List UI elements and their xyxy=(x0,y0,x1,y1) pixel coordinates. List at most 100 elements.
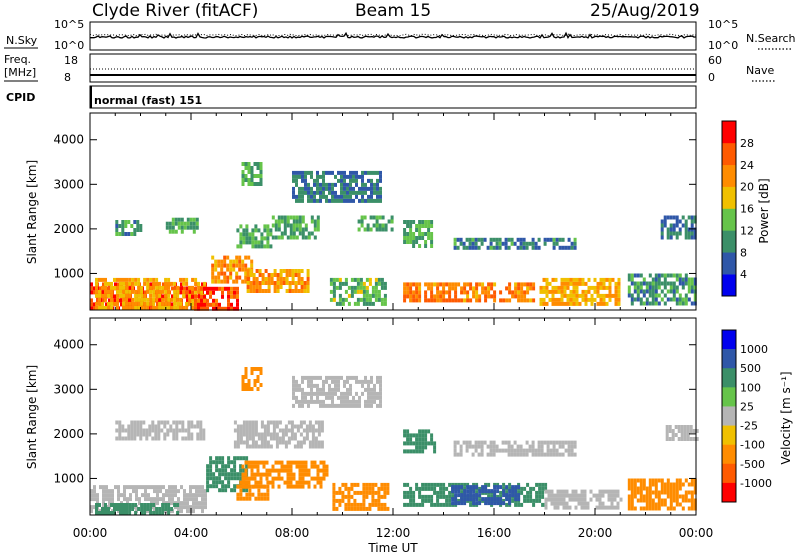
heatmap-cell xyxy=(343,403,346,408)
heatmap-cell xyxy=(617,293,621,298)
heatmap-cell xyxy=(406,294,410,299)
heatmap-cell xyxy=(481,497,485,502)
heatmap-cell xyxy=(291,277,295,281)
heatmap-cell xyxy=(118,428,122,433)
colorbar-swatch xyxy=(722,252,736,275)
heatmap-cell xyxy=(668,437,672,441)
heatmap-cell xyxy=(475,290,479,295)
heatmap-cell xyxy=(415,240,419,244)
heatmap-cell xyxy=(176,503,180,507)
heatmap-cell xyxy=(296,424,300,429)
heatmap-cell xyxy=(353,506,357,511)
heatmap-cell xyxy=(540,448,544,453)
heatmap-cell xyxy=(319,198,322,203)
heatmap-cell xyxy=(614,281,618,286)
heatmap-cell xyxy=(596,289,600,294)
heatmap-cell xyxy=(472,489,476,494)
heatmap-cell xyxy=(254,444,258,449)
heatmap-cell xyxy=(493,489,497,494)
heatmap-cell xyxy=(639,285,643,290)
heatmap-cell xyxy=(542,297,546,302)
heatmap-cell xyxy=(206,476,210,481)
heatmap-cell xyxy=(560,285,564,290)
heatmap-cell xyxy=(276,285,280,289)
heatmap-cell xyxy=(687,235,691,240)
heatmap-cell xyxy=(356,502,360,507)
heatmap-cell xyxy=(177,217,181,222)
heatmap-cell xyxy=(366,227,370,232)
heatmap-cell xyxy=(454,482,458,487)
nave-label: Nave xyxy=(746,64,774,77)
heatmap-cell xyxy=(206,484,210,489)
heatmap-cell xyxy=(126,485,129,490)
heatmap-cell xyxy=(285,289,289,293)
heatmap-cell xyxy=(144,485,147,490)
heatmap-cell xyxy=(554,277,558,282)
heatmap-cell xyxy=(340,170,343,175)
heatmap-cell xyxy=(266,480,270,485)
heatmap-cell xyxy=(319,480,323,485)
heatmap-cell xyxy=(311,436,315,441)
heatmap-cell xyxy=(374,490,378,495)
heatmap-cell xyxy=(523,282,527,287)
heatmap-cell xyxy=(563,301,567,306)
heatmap-cell xyxy=(514,286,518,291)
heatmap-cell xyxy=(116,285,119,290)
heatmap-cell xyxy=(602,281,606,286)
heatmap-cell xyxy=(304,178,307,183)
heatmap-cell xyxy=(596,281,600,286)
heatmap-cell xyxy=(331,186,334,191)
heatmap-cell xyxy=(320,428,324,433)
time-axis-label: Time UT xyxy=(367,541,418,554)
heatmap-cell xyxy=(332,486,336,491)
heatmap-cell xyxy=(251,420,255,425)
heatmap-cell xyxy=(383,486,387,491)
heatmap-cell xyxy=(617,285,621,290)
heatmap-cell xyxy=(669,502,673,507)
heatmap-cell xyxy=(580,489,584,494)
heatmap-cell xyxy=(580,501,584,506)
heatmap-cell xyxy=(412,232,416,236)
heatmap-cell xyxy=(299,424,303,429)
heatmap-cell xyxy=(329,277,333,282)
heatmap-cell xyxy=(115,436,119,441)
heatmap-cell xyxy=(203,294,206,299)
heatmap-cell xyxy=(226,267,230,272)
heatmap-cell xyxy=(331,403,334,408)
heatmap-cell xyxy=(221,456,225,461)
heatmap-cell xyxy=(113,503,116,507)
heatmap-cell xyxy=(194,302,197,307)
heatmap-cell xyxy=(514,294,518,299)
heatmap-cell xyxy=(148,428,152,433)
heatmap-cell xyxy=(569,277,573,282)
heatmap-cell xyxy=(544,497,548,502)
heatmap-cell xyxy=(147,509,150,514)
heatmap-cell xyxy=(313,182,316,187)
heatmap-cell xyxy=(460,298,464,303)
heatmap-cell xyxy=(627,498,631,503)
heatmap-cell xyxy=(215,464,219,469)
colorbar-swatch xyxy=(722,463,736,484)
colorbar-tick-label: -500 xyxy=(740,458,765,471)
heatmap-cell xyxy=(663,486,667,491)
heatmap-cell xyxy=(164,289,168,294)
heatmap-cell xyxy=(253,476,257,481)
heatmap-cell xyxy=(110,289,113,294)
heatmap-cell xyxy=(567,237,571,242)
heatmap-cell xyxy=(294,281,298,285)
heatmap-cell xyxy=(341,494,345,499)
heatmap-cell xyxy=(542,289,546,294)
heatmap-cell xyxy=(430,433,434,438)
heatmap-cell xyxy=(566,281,570,286)
heatmap-cell xyxy=(218,286,221,291)
heatmap-cell xyxy=(247,182,251,186)
heatmap-cell xyxy=(648,502,652,507)
heatmap-cell xyxy=(124,436,128,441)
heatmap-cell xyxy=(110,297,113,302)
heatmap-cell xyxy=(442,290,446,295)
heatmap-cell xyxy=(241,174,245,178)
heatmap-cell xyxy=(251,428,255,433)
heatmap-cell xyxy=(651,490,655,495)
heatmap-cell xyxy=(412,441,416,446)
heatmap-cell xyxy=(244,375,248,379)
